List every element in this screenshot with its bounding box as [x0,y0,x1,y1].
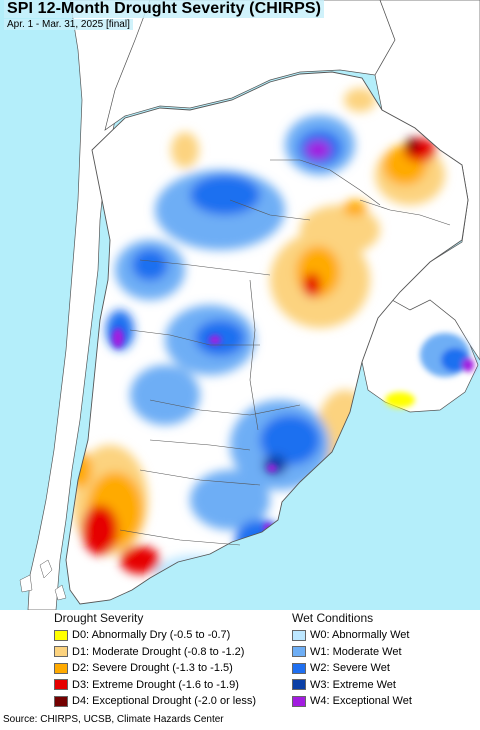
province-borders [65,71,469,605]
legend-label-w4: W4: Exceptional Wet [310,695,412,708]
legend-swatch-w3 [292,679,306,691]
legend-drought: Drought Severity D0: Abnormally Dry (-0.… [54,610,256,710]
legend-swatch-w0 [292,629,306,641]
legend-label-d4: D4: Exceptional Drought (-2.0 or less) [72,695,257,708]
map-title: SPI 12-Month Drought Severity (CHIRPS) [4,0,325,18]
uruguay-land [361,299,479,413]
legend-item-d0: D0: Abnormally Dry (-0.5 to -0.7) [54,627,256,644]
legend-swatch-d0 [54,629,68,641]
legend-swatch-d1 [54,646,68,658]
legend-wet: Wet Conditions W0: Abnormally Wet W1: Mo… [292,610,412,710]
legend-label-w3: W3: Extreme Wet [310,678,396,691]
legend-swatch-w2 [292,662,306,674]
drought-map [0,0,480,610]
legend-item-w2: W2: Severe Wet [292,660,412,677]
legend-label-d0: D0: Abnormally Dry (-0.5 to -0.7) [72,629,231,642]
source-credit: Source: CHIRPS, UCSB, Climate Hazards Ce… [3,714,224,725]
legend-label-w1: W1: Moderate Wet [310,645,402,658]
legend-swatch-w1 [292,646,306,658]
legend-swatch-w4 [292,695,306,707]
legend-swatch-d2 [54,662,68,674]
map-subtitle: Apr. 1 - Mar. 31, 2025 [final] [4,19,133,30]
legend-label-d1: D1: Moderate Drought (-0.8 to -1.2) [72,645,245,658]
legend-label-w2: W2: Severe Wet [310,662,390,675]
legend-item-w3: W3: Extreme Wet [292,677,412,694]
legend: Drought Severity D0: Abnormally Dry (-0.… [0,610,480,710]
legend-item-d1: D1: Moderate Drought (-0.8 to -1.2) [54,644,256,661]
legend-item-d2: D2: Severe Drought (-1.3 to -1.5) [54,660,256,677]
legend-label-w0: W0: Abnormally Wet [310,629,410,642]
legend-item-w0: W0: Abnormally Wet [292,627,412,644]
legend-label-d2: D2: Severe Drought (-1.3 to -1.5) [72,662,233,675]
legend-label-d3: D3: Extreme Drought (-1.6 to -1.9) [72,678,239,691]
legend-swatch-d4 [54,695,68,707]
legend-wet-heading: Wet Conditions [292,611,374,625]
legend-item-d3: D3: Extreme Drought (-1.6 to -1.9) [54,677,256,694]
legend-item-w4: W4: Exceptional Wet [292,693,412,710]
legend-item-d4: D4: Exceptional Drought (-2.0 or less) [54,693,256,710]
legend-item-w1: W1: Moderate Wet [292,644,412,661]
legend-swatch-d3 [54,679,68,691]
legend-drought-heading: Drought Severity [54,611,144,625]
